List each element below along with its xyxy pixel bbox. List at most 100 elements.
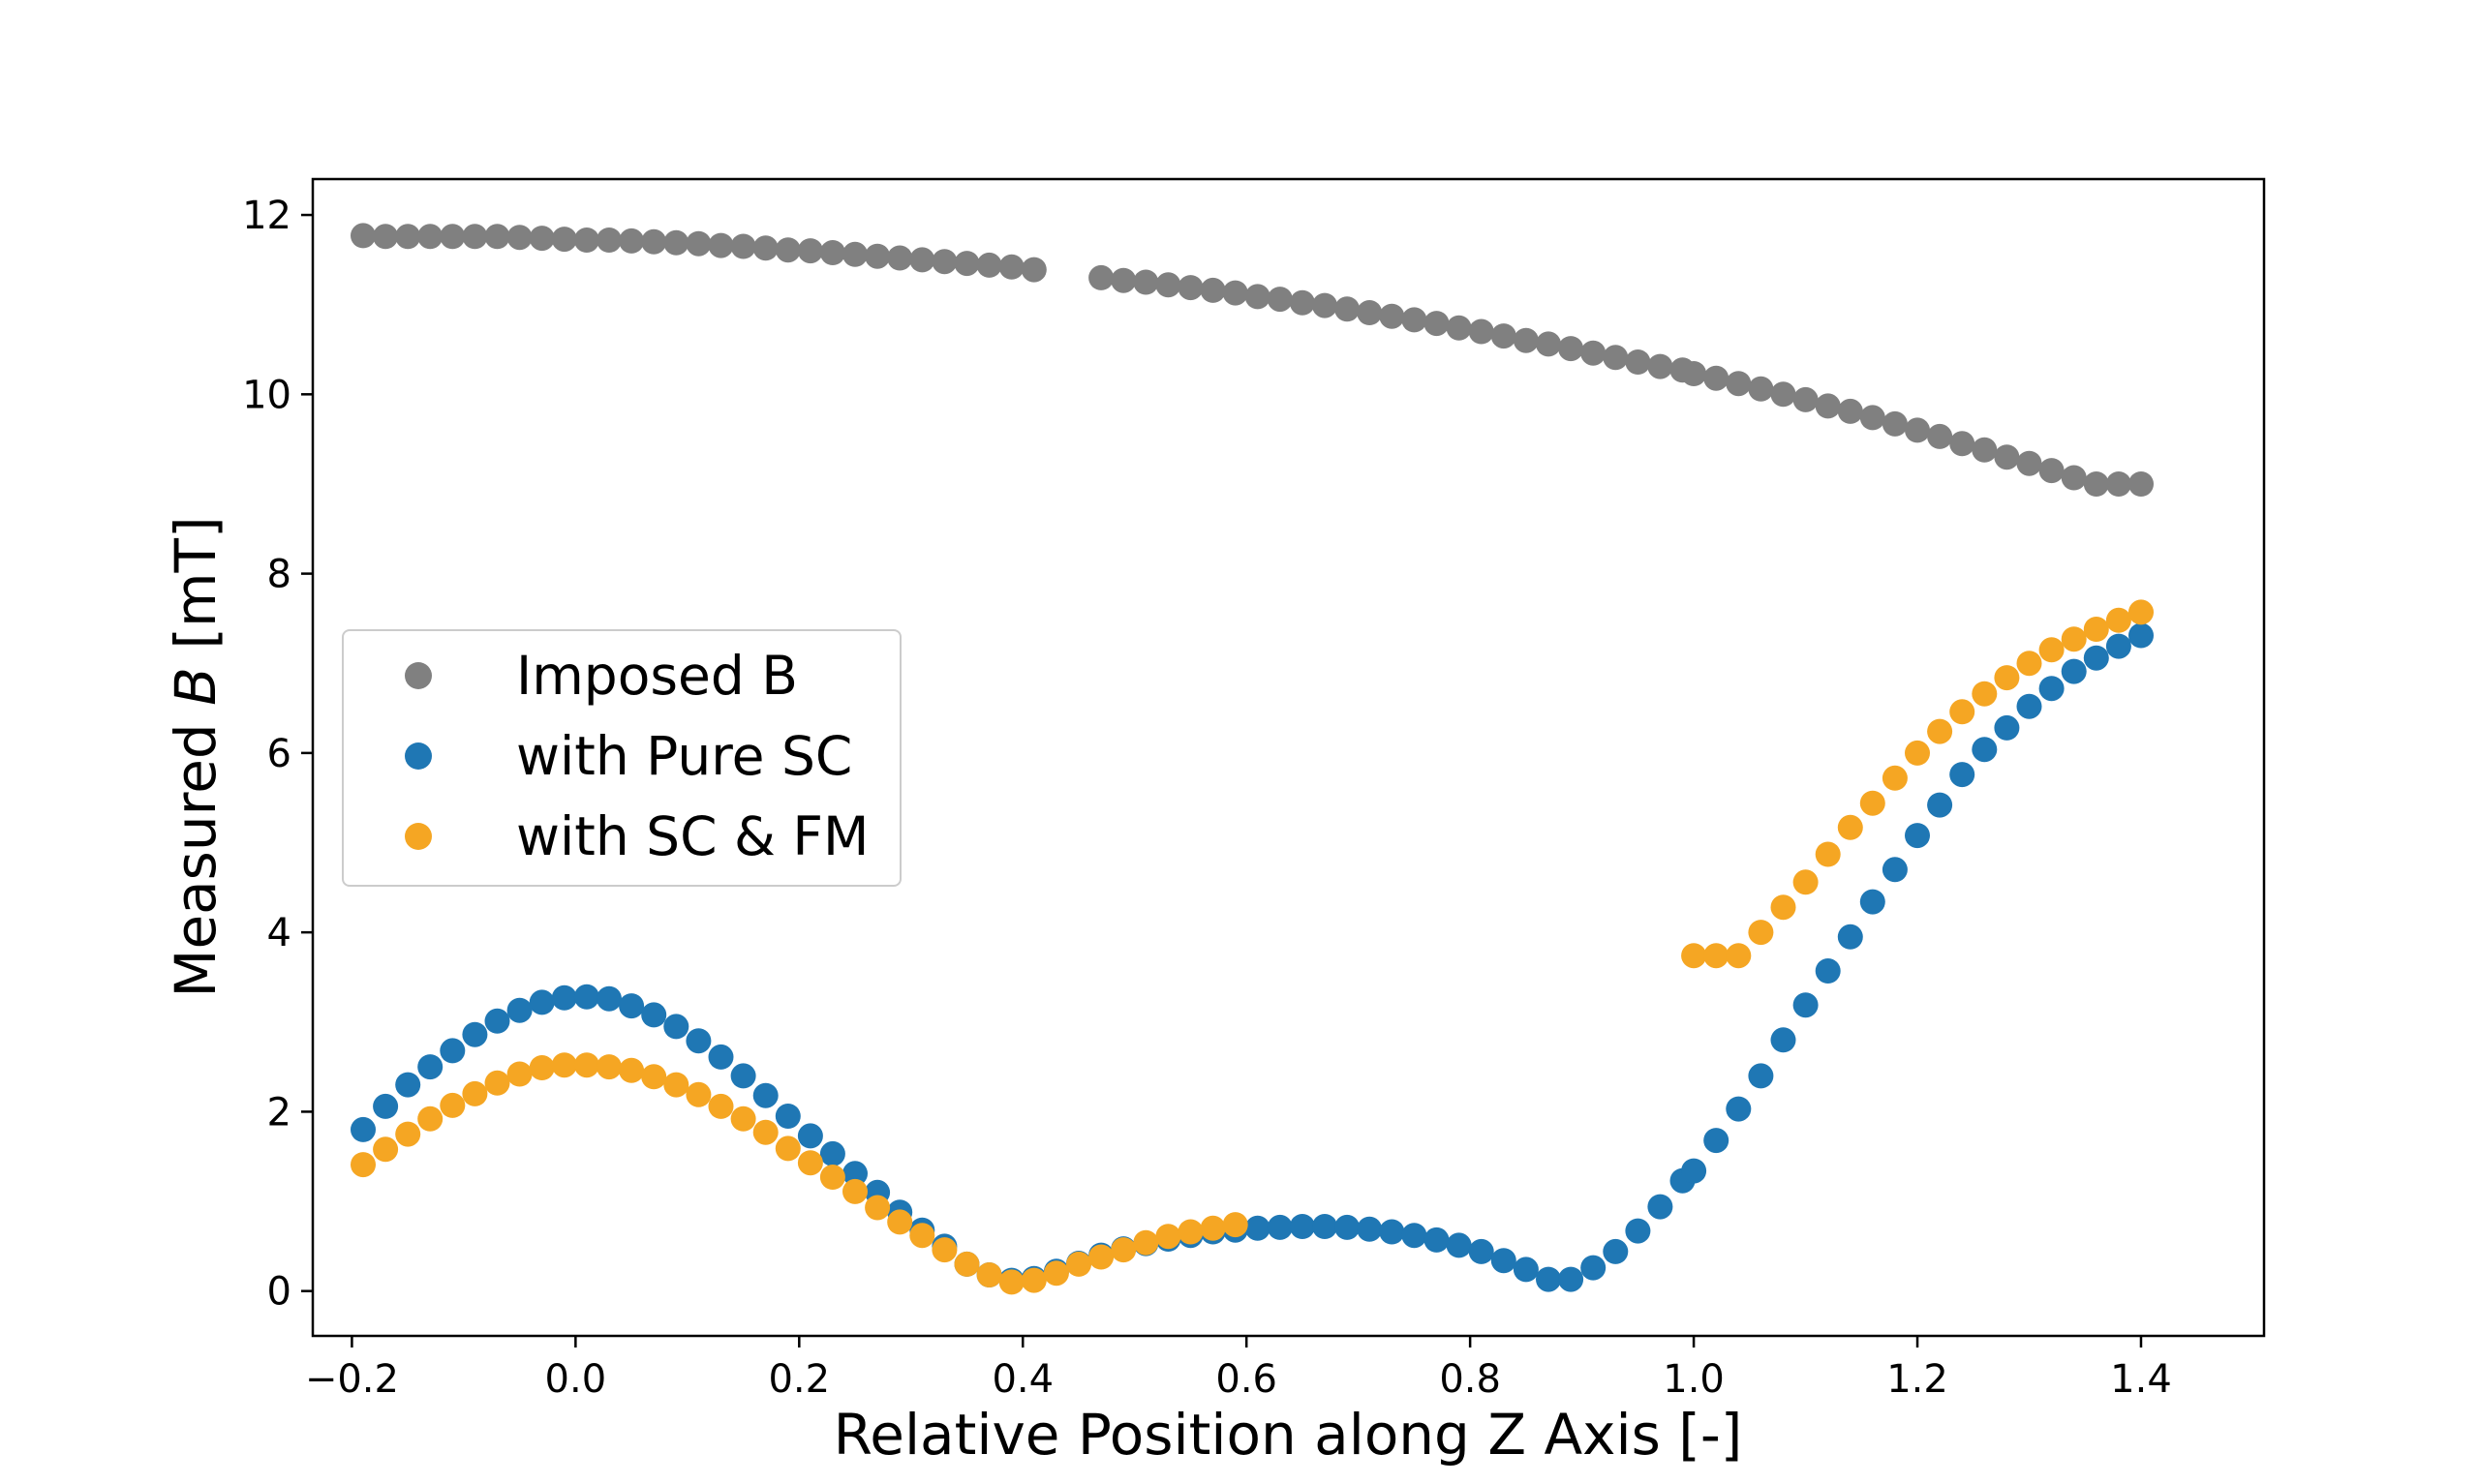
point-series-1-17 bbox=[730, 1063, 756, 1089]
point-series-0-44 bbox=[1379, 303, 1405, 329]
point-series-0-69 bbox=[1927, 423, 1953, 449]
point-series-1-54 bbox=[1558, 1266, 1584, 1292]
point-series-2-2 bbox=[395, 1121, 421, 1147]
y-axis-label-prefix: Measured bbox=[163, 706, 229, 998]
point-series-2-44 bbox=[1770, 894, 1796, 921]
point-series-1-66 bbox=[1815, 958, 1841, 984]
point-series-0-26 bbox=[932, 249, 958, 275]
point-series-0-55 bbox=[1625, 349, 1651, 375]
point-series-0-35 bbox=[1178, 275, 1204, 301]
point-series-2-27 bbox=[954, 1251, 980, 1277]
x-tick-label: 1.0 bbox=[1663, 1357, 1725, 1402]
point-series-0-74 bbox=[2038, 458, 2065, 484]
point-series-2-13 bbox=[641, 1064, 667, 1090]
point-series-2-35 bbox=[1133, 1229, 1159, 1256]
x-tick-label: 1.2 bbox=[1886, 1357, 1948, 1402]
point-series-1-58 bbox=[1647, 1194, 1673, 1220]
point-series-0-70 bbox=[1949, 431, 1975, 457]
point-series-0-47 bbox=[1446, 315, 1472, 341]
point-series-2-36 bbox=[1155, 1224, 1181, 1250]
point-series-1-45 bbox=[1357, 1216, 1383, 1242]
point-series-1-57 bbox=[1625, 1218, 1651, 1244]
point-series-0-45 bbox=[1401, 307, 1427, 333]
point-series-1-11 bbox=[597, 985, 622, 1012]
point-series-2-24 bbox=[887, 1209, 913, 1235]
point-series-1-73 bbox=[1972, 737, 1998, 763]
point-series-1-21 bbox=[819, 1140, 845, 1166]
point-series-1-15 bbox=[686, 1028, 712, 1054]
point-series-0-25 bbox=[909, 247, 935, 273]
point-series-2-12 bbox=[619, 1057, 645, 1083]
point-series-0-16 bbox=[708, 232, 734, 258]
point-series-2-46 bbox=[1815, 841, 1841, 867]
point-series-1-19 bbox=[775, 1104, 801, 1129]
point-series-2-5 bbox=[462, 1080, 488, 1106]
y-axis-label-variable: B bbox=[163, 667, 229, 706]
point-series-1-42 bbox=[1289, 1214, 1315, 1239]
point-series-2-6 bbox=[484, 1070, 510, 1096]
point-series-2-14 bbox=[663, 1072, 689, 1098]
point-series-2-16 bbox=[708, 1093, 734, 1119]
point-series-1-22 bbox=[842, 1161, 868, 1187]
point-series-1-20 bbox=[797, 1123, 823, 1149]
point-series-0-15 bbox=[686, 230, 712, 257]
point-series-2-45 bbox=[1792, 869, 1819, 895]
plot-frame bbox=[311, 177, 2266, 1338]
point-series-2-56 bbox=[2038, 637, 2065, 663]
point-series-2-53 bbox=[1972, 681, 1998, 707]
point-series-1-70 bbox=[1905, 823, 1930, 849]
y-axis-label: Measured B [mT] bbox=[163, 516, 229, 997]
point-series-1-47 bbox=[1401, 1223, 1427, 1249]
point-series-1-80 bbox=[2128, 622, 2154, 649]
legend-label-sc-fm: with SC & FM bbox=[516, 805, 869, 867]
point-series-0-46 bbox=[1423, 311, 1450, 337]
point-series-0-64 bbox=[1815, 393, 1841, 419]
point-series-1-69 bbox=[1882, 857, 1908, 883]
point-series-0-37 bbox=[1222, 280, 1248, 306]
point-series-0-34 bbox=[1155, 272, 1181, 298]
point-series-2-52 bbox=[1949, 699, 1975, 725]
point-series-2-17 bbox=[730, 1105, 756, 1132]
point-series-1-53 bbox=[1536, 1266, 1561, 1292]
point-series-1-48 bbox=[1423, 1227, 1450, 1253]
x-tick-label: 0.0 bbox=[545, 1357, 607, 1402]
x-tick-label: 1.4 bbox=[2110, 1357, 2172, 1402]
point-series-0-56 bbox=[1647, 353, 1673, 379]
point-series-1-43 bbox=[1312, 1214, 1337, 1239]
point-series-1-18 bbox=[752, 1082, 779, 1108]
point-series-0-66 bbox=[1859, 405, 1885, 431]
point-series-0-9 bbox=[551, 227, 577, 253]
point-series-2-26 bbox=[932, 1237, 958, 1263]
point-series-0-24 bbox=[887, 245, 913, 271]
point-series-1-78 bbox=[2083, 645, 2109, 671]
point-series-2-57 bbox=[2061, 626, 2087, 652]
point-series-2-10 bbox=[573, 1052, 599, 1078]
point-series-1-74 bbox=[1994, 714, 2020, 741]
point-series-1-2 bbox=[395, 1072, 421, 1098]
point-series-2-50 bbox=[1905, 740, 1930, 766]
point-series-0-11 bbox=[597, 227, 622, 253]
point-series-2-15 bbox=[686, 1081, 712, 1107]
point-series-0-58 bbox=[1681, 361, 1707, 386]
x-tick-label: −0.2 bbox=[305, 1357, 399, 1402]
point-series-1-12 bbox=[619, 993, 645, 1019]
point-series-2-20 bbox=[797, 1150, 823, 1176]
point-series-0-38 bbox=[1244, 284, 1270, 310]
point-series-0-31 bbox=[1088, 264, 1115, 290]
point-series-0-62 bbox=[1770, 381, 1796, 408]
point-series-2-30 bbox=[1021, 1267, 1047, 1293]
point-series-1-13 bbox=[641, 1002, 667, 1028]
point-series-0-36 bbox=[1200, 277, 1226, 303]
x-tick-label: 0.4 bbox=[992, 1357, 1054, 1402]
point-series-0-13 bbox=[641, 228, 667, 255]
point-series-1-16 bbox=[708, 1044, 734, 1070]
point-series-1-76 bbox=[2038, 676, 2065, 702]
point-series-2-54 bbox=[1994, 665, 2020, 691]
point-series-2-28 bbox=[976, 1262, 1002, 1287]
y-tick-label: 8 bbox=[267, 553, 291, 597]
point-series-0-42 bbox=[1334, 296, 1361, 322]
legend-label-imposed-b: Imposed B bbox=[516, 645, 798, 707]
point-series-2-34 bbox=[1111, 1237, 1137, 1263]
point-series-1-55 bbox=[1580, 1255, 1607, 1281]
